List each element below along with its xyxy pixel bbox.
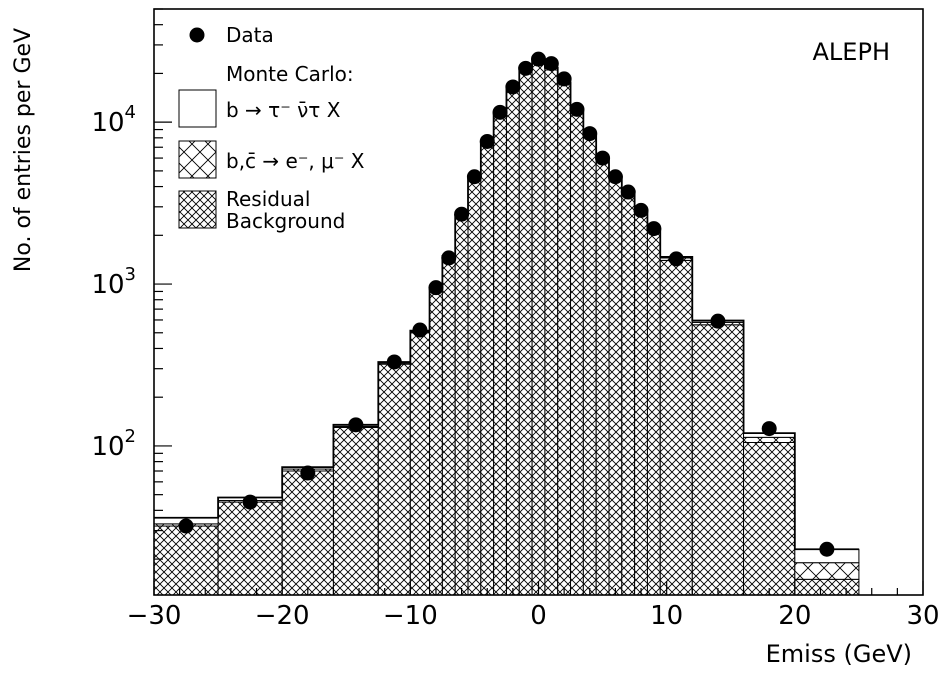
x-tick-label: −20 <box>255 601 310 631</box>
x-tick-label: 0 <box>530 601 547 631</box>
data-point <box>761 421 777 437</box>
data-point <box>505 79 521 95</box>
x-tick-label: −10 <box>383 601 438 631</box>
legend-data-marker <box>189 27 205 43</box>
background-bar <box>531 63 546 595</box>
legend-signal-label: b → τ⁻ ν̄τ X <box>226 98 341 122</box>
data-point <box>531 51 546 67</box>
background-bar <box>659 259 693 595</box>
semileptonic-bar <box>743 436 796 444</box>
data-point <box>428 280 444 296</box>
x-axis: −30 −20 −10 0 10 20 30 <box>127 581 940 631</box>
data-point <box>569 101 585 117</box>
legend-data-label: Data <box>226 23 274 47</box>
background-bar <box>217 501 283 595</box>
data-point <box>518 60 534 76</box>
data-point <box>479 133 495 149</box>
data-point <box>412 322 428 338</box>
data-point <box>633 202 649 218</box>
background-bar <box>634 213 648 595</box>
background-bar <box>377 363 411 595</box>
legend-semileptonic-label: b,c̄ → e⁻, μ⁻ X <box>226 149 365 173</box>
legend-mc-header: Monte Carlo: <box>226 62 354 86</box>
background-bar <box>557 84 572 595</box>
data-point <box>582 126 598 142</box>
data-point <box>668 251 684 267</box>
data-point <box>178 518 194 534</box>
experiment-label: ALEPH <box>813 38 890 66</box>
legend-background-swatch <box>178 190 217 229</box>
data-point <box>441 250 457 266</box>
semileptonic-bar <box>794 562 860 580</box>
background-bar <box>518 69 533 595</box>
x-tick-label: 10 <box>650 601 683 631</box>
background-bar <box>743 442 796 595</box>
background-bar <box>544 69 559 595</box>
histogram-residual-background <box>154 63 860 595</box>
legend: Data Monte Carlo: b → τ⁻ ν̄τ X b,c̄ → e⁻… <box>178 23 365 233</box>
background-bar <box>794 578 860 595</box>
y-tick-label: 102 <box>91 426 136 462</box>
background-bar <box>409 332 431 595</box>
data-point <box>492 104 508 120</box>
data-point <box>300 465 316 481</box>
legend-background-label-line2: Background <box>226 209 345 233</box>
x-tick-label: 30 <box>906 601 939 631</box>
background-bar <box>608 179 623 595</box>
y-axis-label: No. of entries per GeV <box>11 28 36 272</box>
y-axis: 102 103 104 <box>91 8 172 560</box>
background-bar <box>467 179 482 595</box>
background-bar <box>154 525 219 595</box>
data-point <box>242 494 258 510</box>
background-bar <box>691 324 745 595</box>
data-point <box>595 150 611 166</box>
legend-semileptonic-swatch <box>178 140 217 179</box>
background-bar <box>595 161 610 595</box>
legend-background-label-line1: Residual <box>226 187 310 211</box>
background-bar <box>621 193 636 595</box>
data-point <box>556 71 572 87</box>
legend-signal-swatch <box>178 89 217 128</box>
x-axis-label: Emiss (GeV) <box>766 640 912 668</box>
data-points <box>178 51 835 557</box>
background-bar <box>505 88 520 595</box>
data-point <box>454 206 470 222</box>
background-bar <box>646 231 661 595</box>
data-point <box>543 56 559 72</box>
background-bar <box>281 470 334 595</box>
background-bar <box>570 111 584 595</box>
background-bar <box>582 137 597 595</box>
x-tick-label: 20 <box>778 601 811 631</box>
data-point <box>819 541 835 557</box>
y-tick-label: 104 <box>91 102 136 138</box>
data-point <box>607 169 623 185</box>
data-point <box>646 221 662 237</box>
background-bar <box>480 143 495 595</box>
data-point <box>348 417 364 433</box>
y-tick-label: 103 <box>91 264 136 300</box>
data-point <box>386 354 402 370</box>
background-bar <box>429 290 443 595</box>
data-point <box>710 313 726 329</box>
background-bar <box>493 114 507 595</box>
background-bar <box>454 216 469 595</box>
data-point <box>466 169 482 185</box>
data-point <box>620 184 636 200</box>
background-bar <box>332 426 379 595</box>
background-bar <box>441 257 456 595</box>
x-tick-label: −30 <box>127 601 182 631</box>
